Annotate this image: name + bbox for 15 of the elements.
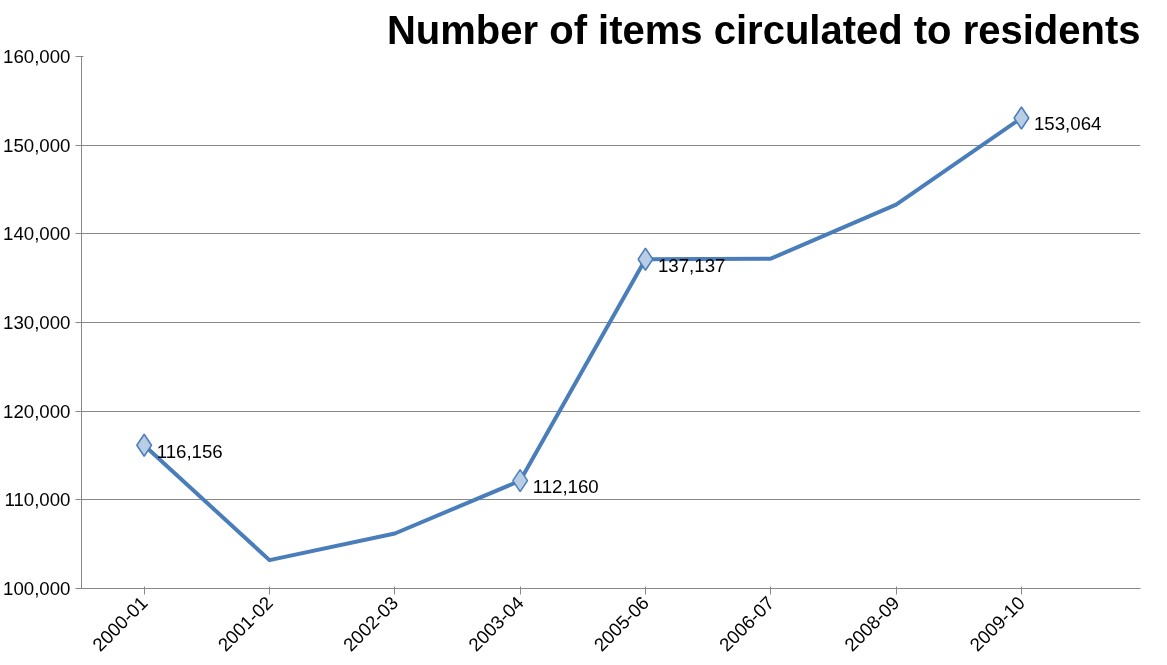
y-tick-label: 140,000 bbox=[3, 223, 71, 245]
y-tick-label: 100,000 bbox=[3, 578, 71, 599]
data-label: 116,156 bbox=[156, 440, 223, 462]
data-label: 137,137 bbox=[658, 254, 726, 276]
point bbox=[136, 433, 153, 457]
point bbox=[1013, 106, 1030, 130]
y-tick-label: 130,000 bbox=[3, 312, 71, 333]
data-label: 153,064 bbox=[1033, 113, 1102, 135]
y-tick-label: 150,000 bbox=[3, 134, 71, 156]
data-label: 112,160 bbox=[532, 476, 599, 498]
y-tick-label: 120,000 bbox=[3, 400, 71, 422]
chart-title: Number of items circulated to residents bbox=[386, 7, 1141, 52]
y-tick-label: 160,000 bbox=[3, 46, 71, 67]
y-tick-label: 110,000 bbox=[4, 489, 71, 511]
point bbox=[637, 247, 654, 271]
